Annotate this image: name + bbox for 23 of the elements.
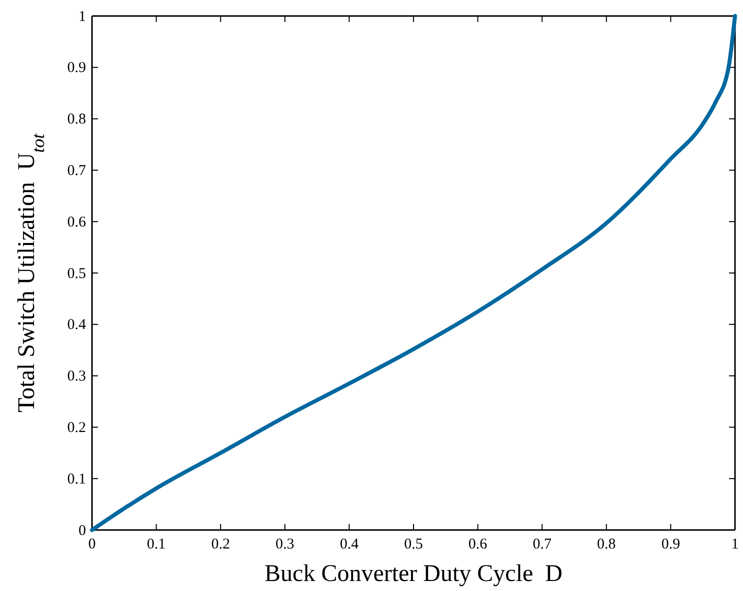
x-axis-title: Buck Converter Duty Cycle D [264, 561, 562, 587]
x-tick-label: 0.4 [340, 536, 360, 553]
x-tick-label: 0.5 [404, 536, 423, 553]
y-tick-label: 1 [78, 8, 86, 25]
x-tick-label: 0.1 [146, 536, 166, 553]
x-tick-label: 1 [731, 536, 739, 553]
x-tick-label: 0.9 [661, 536, 680, 553]
x-tick-label: 0.6 [468, 536, 488, 553]
y-tick-label: 0.4 [67, 317, 86, 334]
x-tick-label: 0.7 [532, 536, 552, 553]
y-tick-label: 0.2 [67, 420, 86, 436]
x-tick-label: 0.2 [211, 536, 230, 553]
x-tick-label: 0.3 [276, 536, 294, 553]
y-tick-label: 0.9 [67, 60, 86, 76]
y-tick-label: 0.5 [67, 266, 86, 282]
x-tick-label: 0.8 [597, 536, 616, 553]
y-tick-label: 0.3 [67, 368, 86, 385]
y-tick-label: 0 [78, 522, 86, 539]
y-tick-label: 0.7 [67, 163, 86, 179]
y-tick-label: 0.1 [67, 471, 86, 488]
y-tick-label: 0.8 [67, 112, 86, 128]
y-tick-label: 0.6 [67, 214, 86, 230]
line-series [90, 14, 737, 532]
